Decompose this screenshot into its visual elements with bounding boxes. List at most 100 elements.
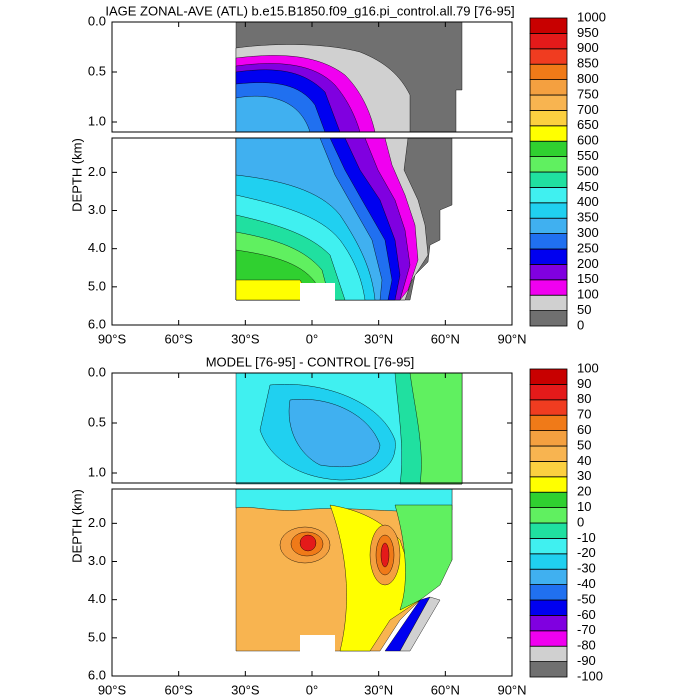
colorbar-box (529, 48, 568, 65)
colorbar-label: 300 (577, 225, 599, 240)
y-tick-label: 0.5 (88, 63, 106, 78)
x-tick-label: 0° (306, 331, 318, 346)
y-axis-label: DEPTH (km) (69, 489, 84, 563)
y-tick-label: 3.0 (88, 553, 106, 568)
colorbar-label: -40 (577, 576, 596, 591)
colorbar-box (529, 110, 568, 127)
colorbar-box (529, 368, 568, 385)
x-tick-label: 90°N (497, 682, 526, 697)
colorbar-box (529, 584, 568, 601)
colorbar-label: 450 (577, 179, 599, 194)
y-tick-label: 2.0 (88, 515, 106, 530)
colorbar-label: -20 (577, 545, 596, 560)
colorbar-box (529, 94, 568, 111)
colorbar-box (529, 553, 568, 570)
colorbar-label: 80 (577, 391, 591, 406)
colorbar-label: 50 (577, 437, 591, 452)
x-tick-label: 30°S (231, 682, 260, 697)
colorbar-label: 600 (577, 133, 599, 148)
colorbar-label: -50 (577, 591, 596, 606)
y-tick-label: 4.0 (88, 240, 106, 255)
colorbar-label: -10 (577, 530, 596, 545)
contour-region (409, 372, 463, 485)
colorbar-label: 10 (577, 499, 591, 514)
colorbar-label: -60 (577, 607, 596, 622)
contour-region (380, 542, 390, 568)
colorbar-box (529, 171, 568, 188)
y-axis-label: DEPTH (km) (69, 138, 84, 212)
colorbar-box (529, 310, 568, 327)
colorbar-label: -100 (577, 668, 603, 683)
y-tick-label: 1.0 (88, 113, 106, 128)
colorbar-label: 100 (577, 287, 599, 302)
colorbar-label: 550 (577, 148, 599, 163)
y-tick-label: 6.0 (88, 316, 106, 331)
contour-region (399, 596, 441, 652)
colorbar-label: 100 (577, 360, 599, 375)
colorbar-label: 0 (577, 514, 584, 529)
colorbar-label: 200 (577, 256, 599, 271)
colorbar-label: 850 (577, 56, 599, 71)
colorbar-box (529, 645, 568, 663)
y-tick-label: 5.0 (88, 278, 106, 293)
colorbar-label: 60 (577, 422, 591, 437)
colorbar-box (529, 383, 568, 401)
colorbar-label: 30 (577, 468, 591, 483)
x-tick-label: 60°S (164, 682, 193, 697)
x-tick-label: 90°S (98, 331, 127, 346)
colorbar-box (529, 217, 568, 234)
colorbar-label: -90 (577, 653, 596, 668)
x-tick-label: 60°S (164, 331, 193, 346)
colorbar-box (529, 156, 568, 173)
land-mask (300, 635, 335, 655)
colorbar-label: 0 (577, 317, 584, 332)
colorbar-label: 1000 (577, 9, 606, 24)
colorbar-label: 400 (577, 194, 599, 209)
colorbar-label: 150 (577, 271, 599, 286)
colorbar-box (529, 233, 568, 250)
y-tick-label: 4.0 (88, 591, 106, 606)
x-tick-label: 60°N (431, 682, 460, 697)
colorbar-label: 700 (577, 102, 599, 117)
x-tick-label: 0° (306, 682, 318, 697)
x-tick-label: 30°N (364, 682, 393, 697)
colorbar-box (529, 491, 568, 509)
colorbar-box (529, 125, 568, 142)
y-tick-label: 0.5 (88, 414, 106, 429)
colorbar-box (529, 17, 568, 34)
colorbar-box (529, 568, 568, 586)
colorbar-label: 950 (577, 25, 599, 40)
colorbar-box (529, 248, 568, 265)
colorbar-box (529, 399, 568, 416)
colorbar-box (529, 460, 568, 478)
colorbar-label: 900 (577, 40, 599, 55)
y-tick-label: 2.0 (88, 164, 106, 179)
y-tick-label: 1.0 (88, 464, 106, 479)
colorbar-label: 750 (577, 86, 599, 101)
chart-title: IAGE ZONAL-AVE (ATL) b.e15.B1850.f09_g16… (105, 3, 514, 18)
colorbar-label: 20 (577, 484, 591, 499)
colorbar-box (529, 630, 568, 647)
colorbar-label: -30 (577, 561, 596, 576)
colorbar-box (529, 538, 568, 555)
colorbar-label: -70 (577, 622, 596, 637)
colorbar-box (529, 33, 568, 50)
chart-title: MODEL [76-95] - CONTROL [76-95] (206, 354, 415, 369)
field-top (235, 21, 463, 303)
field-bottom (235, 372, 463, 655)
colorbar-label: 500 (577, 163, 599, 178)
colorbar-label: 250 (577, 240, 599, 255)
colorbar-box (529, 140, 568, 157)
colorbar-box (529, 202, 568, 219)
colorbar-box (529, 414, 568, 432)
x-tick-label: 90°S (98, 682, 127, 697)
colorbar-box (529, 79, 568, 96)
contour-region (394, 504, 453, 611)
y-tick-label: 3.0 (88, 202, 106, 217)
colorbar-box (529, 661, 568, 678)
colorbar-box (529, 263, 568, 281)
y-tick-label: 6.0 (88, 667, 106, 682)
colorbar-box (529, 430, 568, 447)
colorbar-box (529, 63, 568, 80)
